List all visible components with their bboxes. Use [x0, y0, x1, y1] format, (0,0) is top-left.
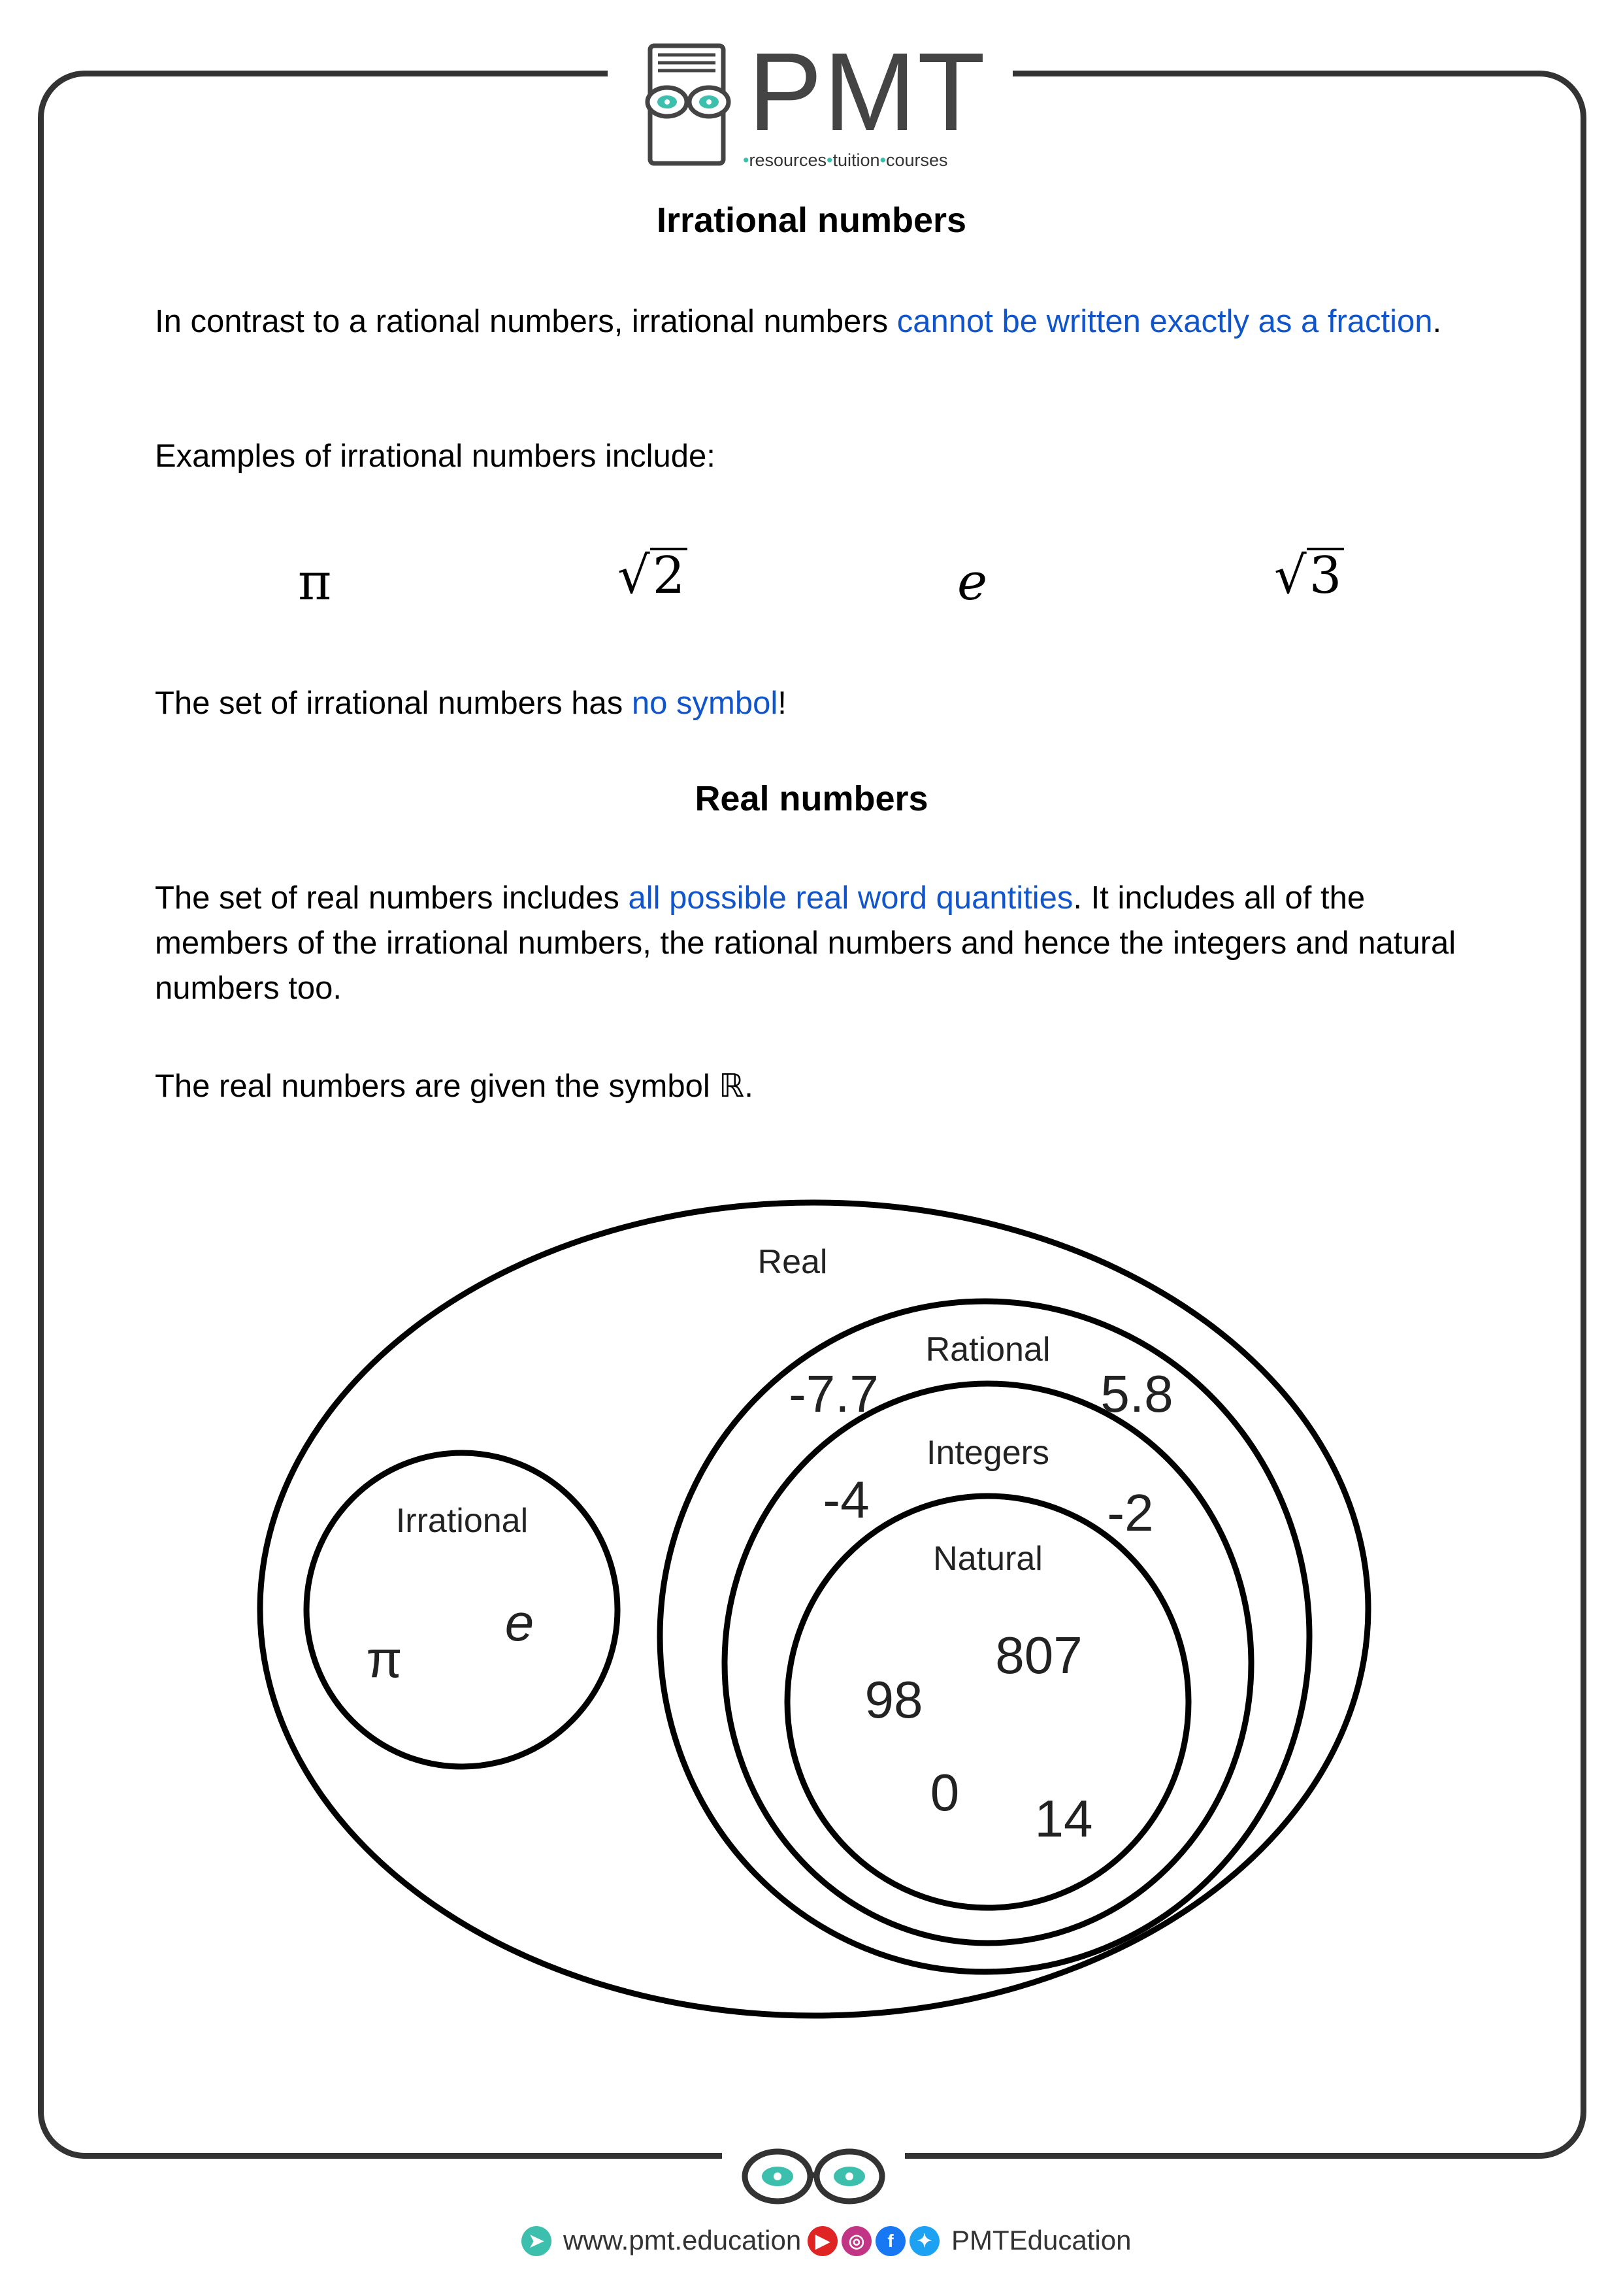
rational-set-boundary	[657, 1298, 1313, 1975]
rational-label: Rational	[926, 1331, 1051, 1369]
natural-label: Natural	[933, 1540, 1043, 1578]
natural-set-boundary	[784, 1493, 1192, 1911]
youtube-icon[interactable]: ▶	[808, 2226, 838, 2256]
example-e: e	[957, 553, 988, 612]
example-pi: π	[298, 553, 332, 612]
twitter-icon[interactable]: ✦	[910, 2226, 940, 2256]
glasses-icon	[742, 2148, 885, 2204]
natural-member-0: 0	[930, 1763, 960, 1822]
rational-member-neg7-7: -7.7	[789, 1365, 879, 1423]
social-handle[interactable]: PMTEducation	[951, 2225, 1132, 2255]
irrational-intro: In contrast to a rational numbers, irrat…	[155, 304, 1442, 339]
natural-member-807: 807	[995, 1626, 1082, 1684]
irrational-heading: Irrational numbers	[656, 201, 967, 240]
real-symbol-note: The real numbers are given the symbol ℝ.	[155, 1069, 753, 1104]
no-symbol-highlight: no symbol	[631, 686, 778, 721]
real-quantities-highlight: all possible real word quantities	[628, 880, 1074, 916]
irrational-label: Irrational	[396, 1502, 528, 1540]
logo-brand: PMT	[748, 30, 987, 154]
real-heading: Real numbers	[695, 779, 928, 818]
cursor-icon: ➤	[521, 2226, 551, 2256]
footer: ➤ www.pmt.education ▶ ◎ f ✦ PMTEducation	[0, 2221, 1623, 2267]
real-label: Real	[758, 1243, 828, 1281]
irrational-symbol-note: The set of irrational numbers has no sym…	[155, 686, 787, 721]
real-set-boundary	[257, 1199, 1371, 2019]
integer-member-neg2: -2	[1107, 1484, 1153, 1542]
irrational-member-e: e	[505, 1593, 534, 1652]
example-sqrt3: √3	[1274, 548, 1345, 601]
logo-tagline: •resources•tuition•courses	[743, 150, 948, 170]
irrational-member-pi: π	[366, 1630, 402, 1688]
examples-label: Examples of irrational numbers include:	[155, 439, 715, 474]
pmt-logo: PMT •resources•tuition•courses	[637, 37, 1003, 171]
rational-member-5-8: 5.8	[1100, 1365, 1173, 1423]
irrational-definition-highlight: cannot be written exactly as a fraction	[896, 304, 1433, 339]
natural-member-14: 14	[1035, 1789, 1093, 1848]
book-glasses-icon	[645, 43, 731, 166]
integers-label: Integers	[926, 1434, 1049, 1472]
integer-member-neg4: -4	[823, 1471, 869, 1529]
integers-set-boundary	[721, 1380, 1254, 1946]
example-sqrt2: √2	[617, 548, 688, 601]
instagram-icon[interactable]: ◎	[842, 2226, 872, 2256]
real-symbol: ℝ	[719, 1069, 745, 1104]
website-link[interactable]: www.pmt.education	[563, 2225, 802, 2255]
irrational-set-boundary	[303, 1450, 621, 1770]
natural-member-98: 98	[865, 1671, 923, 1729]
real-description: The set of real numbers includes all pos…	[155, 880, 1456, 1006]
facebook-icon[interactable]: f	[876, 2226, 906, 2256]
